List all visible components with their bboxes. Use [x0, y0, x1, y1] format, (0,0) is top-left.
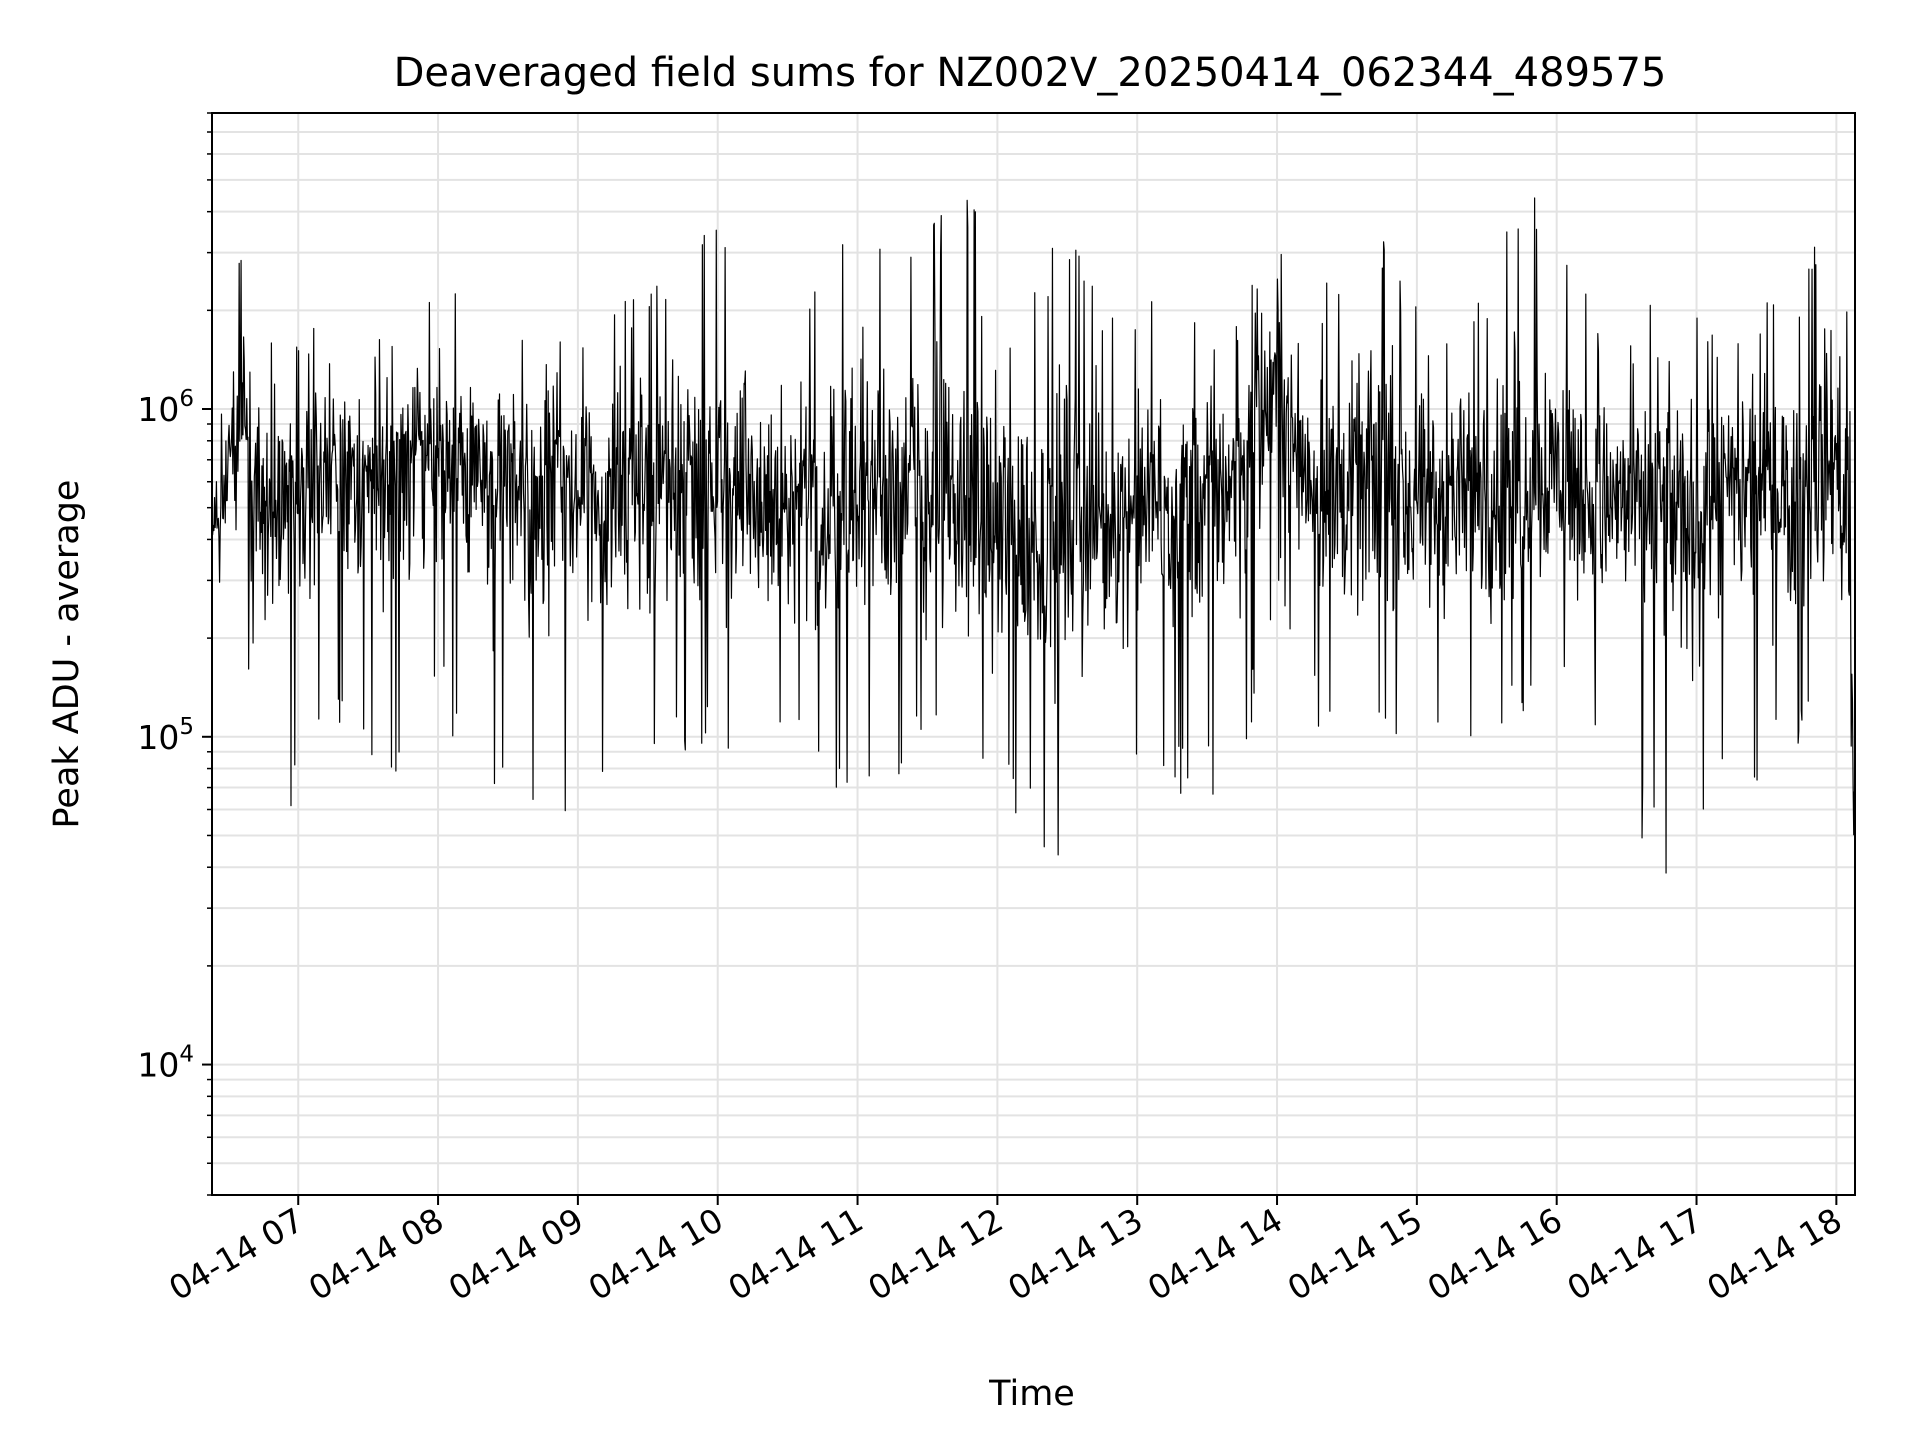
- data-series-group: [211, 197, 1856, 874]
- y-axis-label: Peak ADU - average: [47, 480, 87, 829]
- x-axis-label: Time: [988, 1374, 1075, 1414]
- y-tick-label: 105: [137, 714, 194, 757]
- series-line: [211, 197, 1856, 874]
- y-tick-label: 106: [137, 386, 194, 429]
- chart-title: Deaveraged field sums for NZ002V_2025041…: [394, 50, 1667, 96]
- plot-frame: [211, 112, 1856, 1196]
- y-tick-label: 104: [137, 1042, 194, 1085]
